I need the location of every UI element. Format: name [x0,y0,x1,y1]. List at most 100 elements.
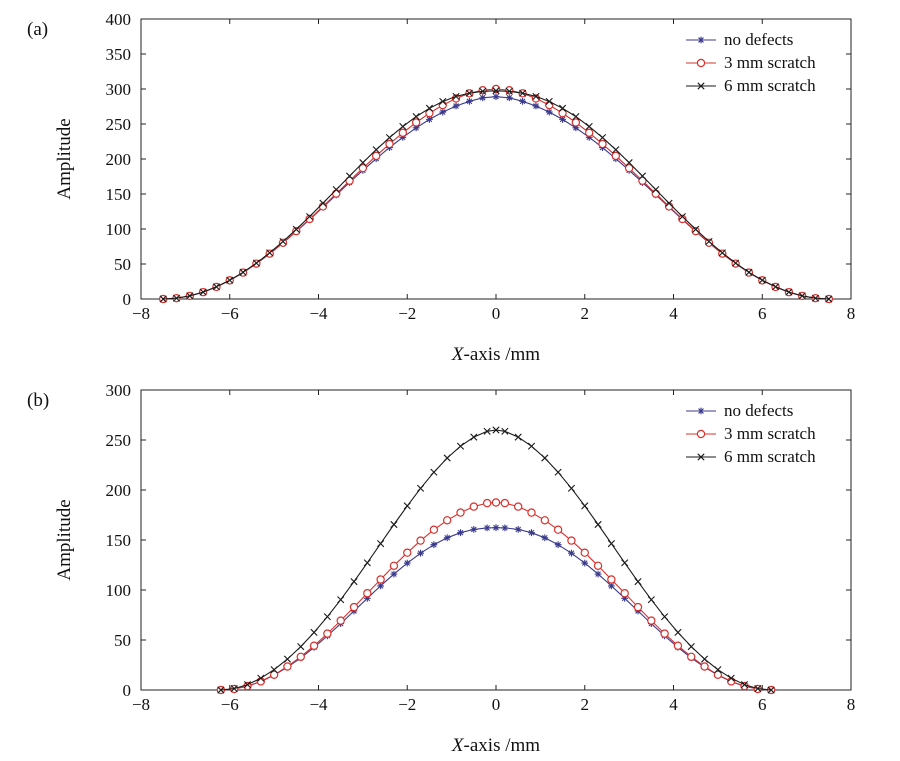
data-point [598,139,607,149]
data-point [514,433,522,441]
data-point [332,189,341,198]
data-point [403,502,411,510]
y-tick-label: 200 [106,150,132,169]
data-point [297,643,305,651]
data-point [172,294,181,302]
data-point [283,662,292,671]
data-point [323,613,331,621]
y-tick-label: 0 [123,290,132,309]
data-point [607,540,615,548]
data-point [732,259,740,267]
data-point [283,655,292,663]
data-point [527,442,536,450]
data-point [519,97,527,105]
data-point [399,122,407,131]
data-point [718,249,726,257]
legend: no defects 3 mm scratch 6 mm scratch [686,401,816,466]
data-point [310,628,318,636]
series-3-mm-scratch [158,84,834,304]
data-point [785,288,793,296]
y-tick-label: 150 [106,185,132,204]
data-point [771,283,780,291]
data-point [740,681,749,689]
data-point [456,442,465,450]
data-point [292,226,301,236]
data-point [491,498,501,507]
y-tick-label: 300 [106,381,132,400]
data-point [559,115,566,123]
data-point [159,295,167,303]
legend-entry: no defects [724,401,793,420]
legend: no defects 3 mm scratch 6 mm scratch [686,30,816,95]
data-point [581,559,589,567]
data-point [687,643,695,651]
x-axis-label-variable: X [451,344,465,365]
data-point [571,118,581,127]
data-point [239,268,247,276]
data-point [580,548,589,557]
data-point [385,133,394,142]
legend-marker [697,82,705,90]
data-point [430,541,438,549]
data-point [825,295,833,303]
data-point [403,559,411,567]
data-point [417,549,424,557]
data-point [470,433,478,441]
data-point [243,681,252,689]
series-no-defects [159,93,833,303]
data-point [439,97,447,106]
data-point [607,575,616,584]
series-6-mm-scratch [217,426,775,694]
data-point [385,139,394,149]
data-point [309,641,319,650]
data-point [377,582,385,590]
y-tick-label: 100 [106,581,132,600]
data-point [257,674,265,682]
y-tick-label: 250 [106,115,132,134]
data-point [598,133,607,142]
y-tick-label: 100 [106,220,132,239]
data-point [443,534,451,542]
data-point [505,94,513,102]
series-no-defects [217,524,775,694]
data-point [230,685,238,693]
data-point [558,104,567,112]
y-tick-label: 50 [114,631,131,650]
x-tick-label: −4 [309,304,328,323]
series-line [220,429,772,691]
data-point [678,212,686,221]
data-point [647,616,656,625]
data-point [478,85,487,95]
data-point [811,294,820,302]
data-point [624,163,634,173]
data-point [513,502,523,511]
chart-panel-b: −8 −6 −4 −2 0 2 4 6 8 0 50 100 150 200 250 300 X-axis /m… [27,381,855,756]
y-tick-label: 150 [106,531,132,550]
data-point [457,529,464,537]
data-point [278,238,288,247]
y-tick-label: 350 [106,45,132,64]
data-point [705,237,713,246]
x-tick-label: 8 [847,304,856,323]
panel-label: (b) [27,390,49,411]
data-point [482,498,492,508]
data-point [704,238,714,247]
data-point [483,427,491,435]
x-axis-label-variable: X [451,735,465,756]
data-point [376,575,385,584]
data-point [199,288,207,296]
data-point [541,454,549,462]
data-point [372,146,380,154]
x-tick-label: 2 [581,695,590,714]
x-axis-label: X-axis /mm [451,735,540,756]
data-point [691,226,700,236]
data-point [217,686,225,694]
data-point [337,596,345,604]
x-tick-label: −6 [221,304,239,323]
legend-marker [697,453,705,461]
data-point [584,128,594,137]
series-line [163,96,829,300]
data-point [727,674,735,682]
data-point [585,133,593,141]
